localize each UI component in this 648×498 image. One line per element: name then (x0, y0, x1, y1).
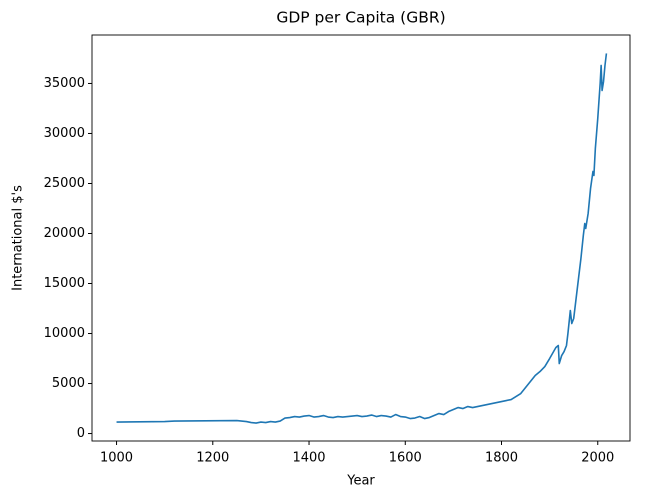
y-tick-label: 30000 (44, 126, 85, 141)
x-tick-label: 1000 (100, 451, 133, 466)
x-tick-label: 2000 (581, 451, 614, 466)
data-line (116, 53, 608, 424)
chart-title: GDP per Capita (GBR) (276, 9, 445, 27)
y-tick-label: 15000 (44, 276, 85, 291)
y-tick-label: 10000 (44, 326, 85, 341)
plot-frame (91, 34, 631, 442)
y-tick-label: 20000 (44, 226, 85, 241)
y-tick-label: 5000 (52, 376, 85, 391)
y-tick-label: 35000 (44, 76, 85, 91)
x-tick-label: 1800 (485, 451, 518, 466)
x-tick-label: 1400 (292, 451, 325, 466)
x-tick-label: 1200 (196, 451, 229, 466)
y-tick-label: 0 (77, 426, 85, 441)
x-tick-label: 1600 (389, 451, 422, 466)
x-axis-label: Year (346, 474, 375, 489)
y-axis-label: International $'s (11, 185, 26, 291)
y-tick-label: 25000 (44, 176, 85, 191)
